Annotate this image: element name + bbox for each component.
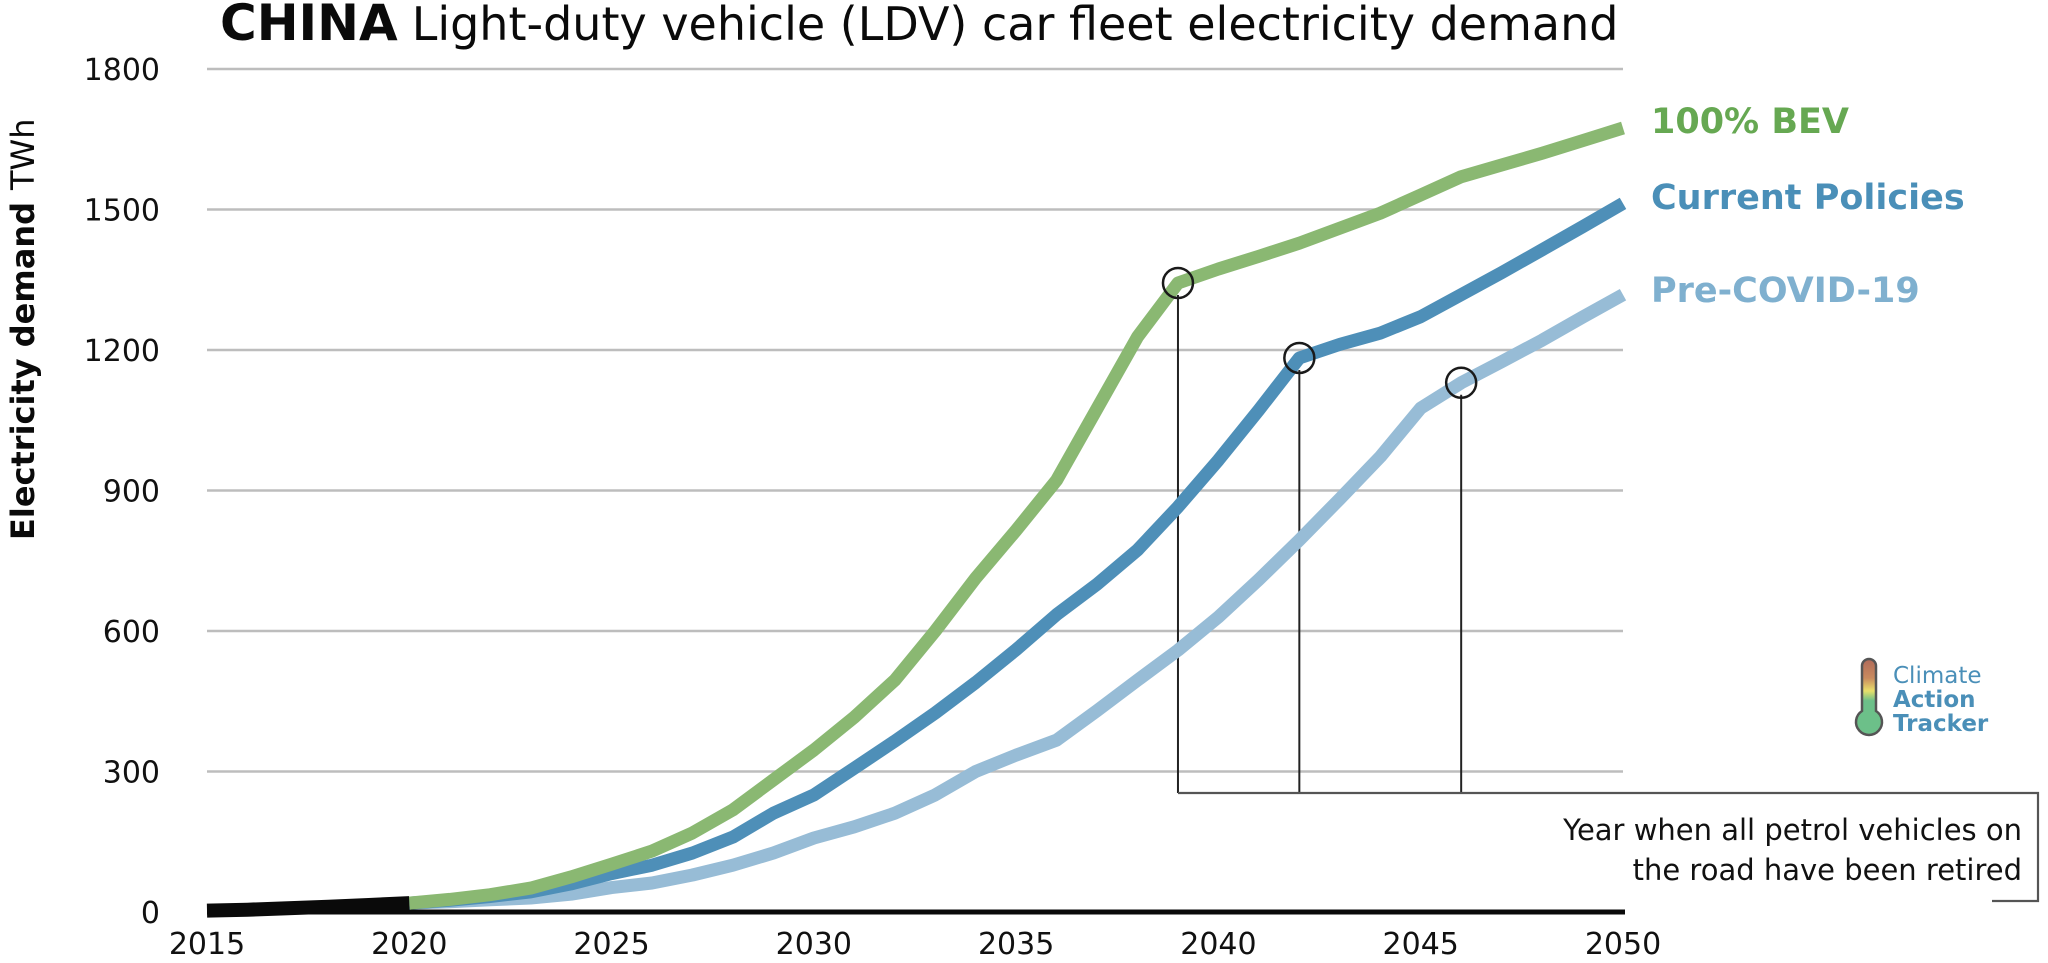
y-tick-label: 900 [103,475,160,510]
retirement-marker [1161,266,1195,300]
legend-label-pre-covid: Pre-COVID-19 [1651,271,1920,311]
y-tick-label: 600 [103,615,160,650]
series-line-current-policies [408,197,1627,910]
annotation-text-line1: Year when all petrol vehicles on [1562,813,2022,847]
annotation-bracket [1177,791,2040,903]
y-axis-label-unit: TWh [4,119,42,191]
chart-title-text: Light-duty vehicle (LDV) car fleet elect… [412,0,1619,51]
y-tick-label: 1500 [84,194,160,229]
y-tick-label: 0 [141,896,160,931]
series-lines [206,121,1627,918]
x-tick-label: 2030 [776,927,852,962]
x-axis-ticks: 2015 2020 2025 2030 2035 2040 2045 2050 [169,927,1661,962]
y-axis-label: Electricity demand TWh [4,119,42,540]
y-tick-label: 300 [103,756,160,791]
gridlines [207,67,1625,915]
y-tick-label: 1800 [84,53,160,88]
series-line-100-bev [408,121,1625,910]
y-tick-label: 1200 [84,334,160,369]
chart-title: CHINA Light-duty vehicle (LDV) car fleet … [220,0,1618,52]
logo-text-climate: Climate [1893,663,1982,689]
climate-action-tracker-logo: Climate Action Tracker [1854,657,1989,737]
x-tick-label: 2020 [371,927,447,962]
x-tick-label: 2035 [978,927,1054,962]
y-axis-ticks: 0 300 600 900 1200 1500 1800 [84,53,160,931]
y-axis-label-title: Electricity demand [4,202,42,540]
legend-label-100-bev: 100% BEV [1651,102,1849,142]
x-tick-label: 2015 [169,927,245,962]
logo-text-tracker: Tracker [1893,711,1989,737]
series-line-historical [206,896,410,918]
retirement-annotation-lines [1176,295,2040,903]
x-tick-label: 2040 [1180,927,1256,962]
x-tick-label: 2050 [1585,927,1661,962]
x-tick-label: 2025 [573,927,649,962]
series-line-pre-covid-19 [409,289,1627,910]
thermometer-icon [1854,657,1884,737]
x-tick-label: 2045 [1383,927,1459,962]
legend-label-current-policies: Current Policies [1651,178,1965,218]
logo-text-action: Action [1893,687,1976,713]
retirement-markers [1161,266,1478,400]
retirement-marker [1444,366,1478,400]
annotation-text-line2: the road have been retired [1633,853,2022,887]
retirement-marker [1283,341,1316,375]
chart-title-country: CHINA [220,0,398,52]
